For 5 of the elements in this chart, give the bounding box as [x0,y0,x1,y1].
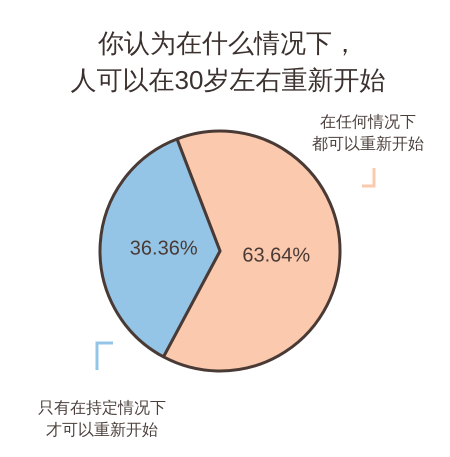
data-label: 36.36% [130,238,198,260]
slice-label: 只有在持定情况下才可以重新开始 [38,399,166,439]
chart-title: 你认为在什么情况下，人可以在30岁左右重新开始 [70,28,386,95]
data-label: 63.64% [242,244,310,266]
slice-label: 在任何情况下都可以重新开始 [312,113,424,153]
